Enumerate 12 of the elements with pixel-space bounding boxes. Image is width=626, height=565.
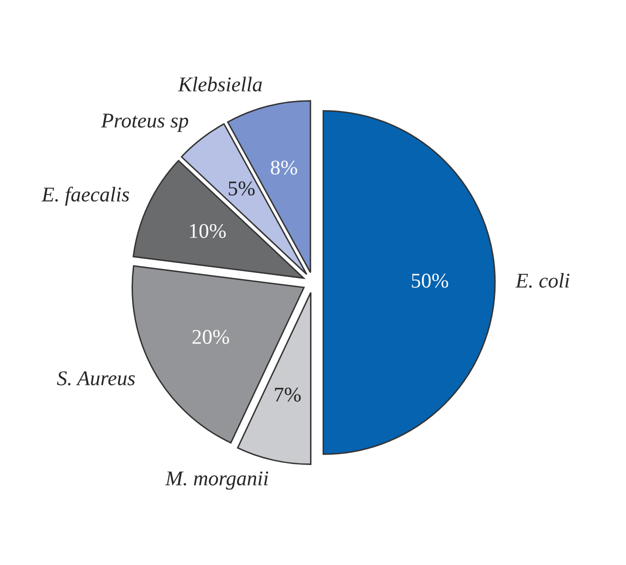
slice-label: S. Aureus <box>56 371 135 386</box>
data-label: 50% <box>412 274 448 288</box>
data-label: 20% <box>192 330 230 344</box>
slice-label: E. faecalis <box>41 186 130 206</box>
slice-label: M. morganii <box>165 471 268 490</box>
data-label: 5% <box>228 181 255 196</box>
slice-label: Klebsiella <box>178 76 262 92</box>
data-label: 10% <box>190 224 226 238</box>
slice-label: Proteus sp <box>100 114 188 132</box>
data-label: 7% <box>275 388 301 402</box>
data-label: 8% <box>270 160 298 175</box>
slice-label: E. coli <box>515 273 570 288</box>
